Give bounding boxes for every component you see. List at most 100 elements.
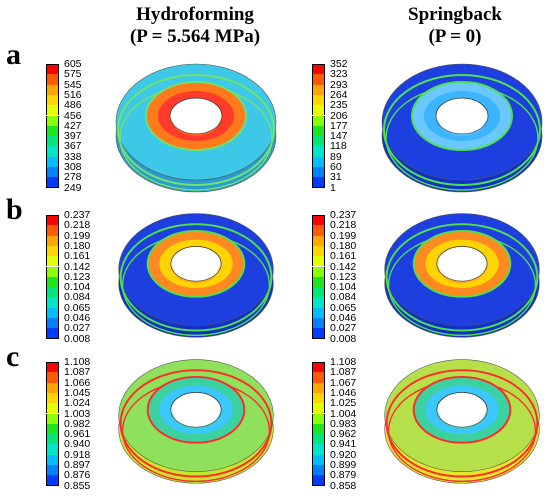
legend-swatch	[312, 156, 325, 167]
legend-value: 0.218	[330, 219, 357, 232]
legend-value: 1.004	[330, 407, 357, 420]
legend-value: 0.104	[330, 281, 357, 294]
legend-value: 352	[330, 58, 348, 70]
legend-value: 0.084	[64, 291, 91, 304]
legend-value: 177	[330, 119, 348, 132]
legend-swatch	[46, 136, 59, 147]
torus-ring-stripe	[385, 369, 539, 478]
legend-value: 0.027	[64, 322, 91, 335]
legend-value: 0.983	[330, 417, 357, 430]
torus-ring-stripe	[119, 369, 273, 478]
legend-swatch	[312, 136, 325, 147]
legend-value: 456	[64, 109, 82, 122]
torus-b-hydroforming	[118, 213, 274, 338]
legend-swatch	[46, 454, 59, 465]
legend-swatch	[46, 94, 59, 106]
legend-value: 397	[64, 130, 82, 143]
legend-value: 1.087	[330, 366, 357, 379]
legend-swatch	[312, 266, 325, 277]
column-title-hydroforming: Hydroforming (P = 5.564 MPa)	[110, 4, 280, 48]
legend-swatch	[46, 475, 59, 486]
legend-swatch	[312, 372, 325, 383]
legend-value: 545	[64, 78, 82, 91]
legend-value: 1.108	[64, 356, 91, 368]
legend-value: 0.855	[64, 479, 91, 492]
legend-a-hydroforming: 605 575 545 516 486 456 427 397 367 338 308 278 249	[46, 58, 116, 198]
legend-swatch	[312, 413, 325, 424]
legend-value: 0.161	[64, 250, 91, 263]
torus-hole	[436, 392, 488, 428]
legend-swatch	[312, 287, 325, 298]
torus-a-hydroforming	[115, 63, 277, 193]
legend-value: 0.199	[330, 229, 357, 242]
legend-swatch	[46, 177, 59, 188]
torus-ring-stripe	[383, 74, 541, 186]
legend-swatch	[46, 235, 59, 246]
legend-value: 0.899	[330, 459, 357, 471]
legend-swatch	[312, 475, 325, 486]
torus-hole	[435, 97, 489, 135]
legend-swatch	[46, 372, 59, 383]
torus-hole	[170, 392, 222, 428]
legend-value: 0.046	[64, 312, 91, 324]
legend-swatch	[46, 245, 59, 257]
legend-swatch	[312, 84, 325, 95]
legend-swatch	[46, 434, 59, 445]
legend-swatch	[312, 328, 325, 339]
legend-value: 605	[64, 58, 82, 70]
legend-swatch	[312, 318, 325, 329]
legend-value: 0.876	[64, 469, 91, 482]
row-label-b: b	[6, 193, 23, 226]
springback-title: Springback	[408, 4, 502, 25]
legend-swatch	[46, 256, 59, 267]
legend-value: 0.858	[330, 479, 357, 492]
legend-swatch	[46, 276, 59, 288]
legend-swatch	[46, 392, 59, 404]
legend-value: 0.142	[330, 260, 357, 273]
legend-swatch	[312, 167, 325, 178]
legend-swatch	[312, 146, 325, 157]
legend-a-springback: 352 323 293 264 235 206 177 147 118 89 60 31 1	[312, 58, 382, 198]
legend-swatch	[46, 403, 59, 414]
torus-a-springback	[381, 63, 543, 193]
legend-value: 0.237	[330, 209, 357, 221]
legend-value: 1.087	[64, 366, 91, 379]
legend-value: 0.027	[330, 322, 357, 335]
legend-value: 0.920	[330, 448, 357, 461]
legend-b-hydroforming: 0.237 0.218 0.199 0.180 0.161 0.142 0.123 0.104…	[46, 209, 116, 349]
legend-value: 0.982	[64, 417, 91, 430]
legend-swatch	[46, 287, 59, 298]
legend-swatch	[312, 454, 325, 465]
legend-swatch	[46, 215, 59, 226]
torus-hole	[436, 246, 488, 282]
legend-value: 427	[64, 119, 82, 132]
legend-swatch	[46, 167, 59, 178]
legend-value: 147	[330, 130, 348, 143]
torus-hole	[170, 246, 222, 282]
legend-value: 89	[330, 150, 342, 163]
legend-value: 0.104	[64, 281, 91, 294]
legend-swatch	[312, 403, 325, 414]
legend-value: 0.123	[330, 270, 357, 283]
legend-swatch	[312, 245, 325, 257]
legend-swatch	[312, 465, 325, 476]
legend-swatch	[46, 362, 59, 373]
legend-swatch	[312, 307, 325, 318]
hydroforming-title: Hydroforming	[136, 4, 254, 25]
torus-c-hydroforming	[118, 359, 274, 484]
legend-swatch	[46, 423, 59, 435]
legend-b-springback: 0.237 0.218 0.199 0.180 0.161 0.142 0.123 0.104…	[312, 209, 382, 349]
column-title-springback: Springback (P = 0)	[380, 4, 530, 48]
legend-value: 0.237	[64, 209, 91, 221]
legend-value: 0.199	[64, 229, 91, 242]
legend-swatch	[312, 423, 325, 435]
torus-hole	[169, 97, 223, 135]
legend-swatch	[312, 297, 325, 308]
springback-pressure: (P = 0)	[428, 26, 482, 47]
legend-value: 0.218	[64, 219, 91, 232]
legend-value: 367	[64, 140, 82, 153]
legend-value: 60	[330, 161, 342, 173]
row-label-c: c	[6, 340, 20, 373]
legend-value: 0.065	[64, 301, 91, 314]
legend-swatch	[312, 225, 325, 236]
